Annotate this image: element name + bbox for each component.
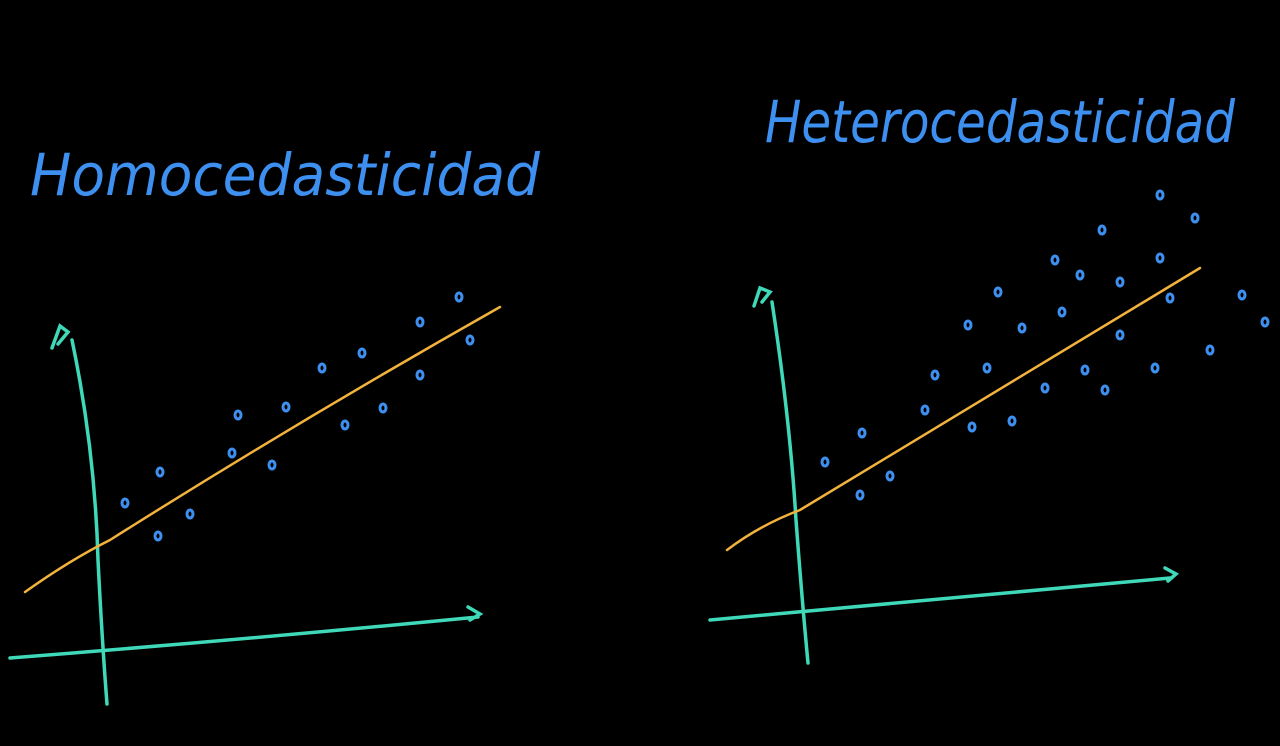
point bbox=[155, 466, 165, 478]
point bbox=[963, 319, 973, 331]
point bbox=[233, 409, 243, 421]
point bbox=[1040, 382, 1050, 394]
point bbox=[1115, 329, 1125, 341]
y-axis bbox=[50, 323, 109, 706]
point bbox=[281, 401, 291, 413]
point bbox=[993, 286, 1003, 298]
point bbox=[120, 497, 130, 509]
point bbox=[930, 369, 940, 381]
point bbox=[357, 347, 367, 359]
point bbox=[855, 489, 865, 501]
point bbox=[340, 419, 350, 431]
points bbox=[120, 291, 475, 542]
point bbox=[1150, 362, 1160, 374]
left-panel bbox=[8, 291, 502, 706]
point bbox=[1155, 189, 1165, 201]
y-axis bbox=[752, 285, 810, 665]
point bbox=[465, 334, 475, 346]
x-axis bbox=[8, 605, 484, 660]
point bbox=[967, 421, 977, 433]
point bbox=[317, 362, 327, 374]
point bbox=[1017, 322, 1027, 334]
point bbox=[1205, 344, 1215, 356]
fit-line bbox=[23, 305, 502, 594]
fit-line bbox=[725, 266, 1202, 552]
point bbox=[857, 427, 867, 439]
point bbox=[415, 369, 425, 381]
point bbox=[1097, 224, 1107, 236]
point bbox=[885, 470, 895, 482]
point bbox=[920, 404, 930, 416]
point bbox=[153, 530, 163, 542]
point bbox=[267, 459, 277, 471]
point bbox=[982, 362, 992, 374]
point bbox=[378, 402, 388, 414]
point bbox=[1190, 212, 1200, 224]
point bbox=[1050, 254, 1060, 266]
point bbox=[415, 316, 425, 328]
point bbox=[1165, 292, 1175, 304]
point bbox=[1237, 289, 1247, 301]
point bbox=[1007, 415, 1017, 427]
point bbox=[1057, 306, 1067, 318]
panel-title: Homocedasticidad bbox=[30, 141, 541, 209]
point bbox=[1080, 364, 1090, 376]
point bbox=[820, 456, 830, 468]
point bbox=[185, 508, 195, 520]
right-panel bbox=[708, 189, 1270, 665]
point bbox=[1100, 384, 1110, 396]
point bbox=[1260, 316, 1270, 328]
point bbox=[1115, 276, 1125, 288]
point bbox=[454, 291, 464, 303]
point bbox=[1075, 269, 1085, 281]
x-axis bbox=[708, 566, 1180, 622]
point bbox=[227, 447, 237, 459]
points bbox=[820, 189, 1270, 501]
point bbox=[1155, 252, 1165, 264]
panel-title: Heterocedasticidad bbox=[765, 88, 1236, 156]
